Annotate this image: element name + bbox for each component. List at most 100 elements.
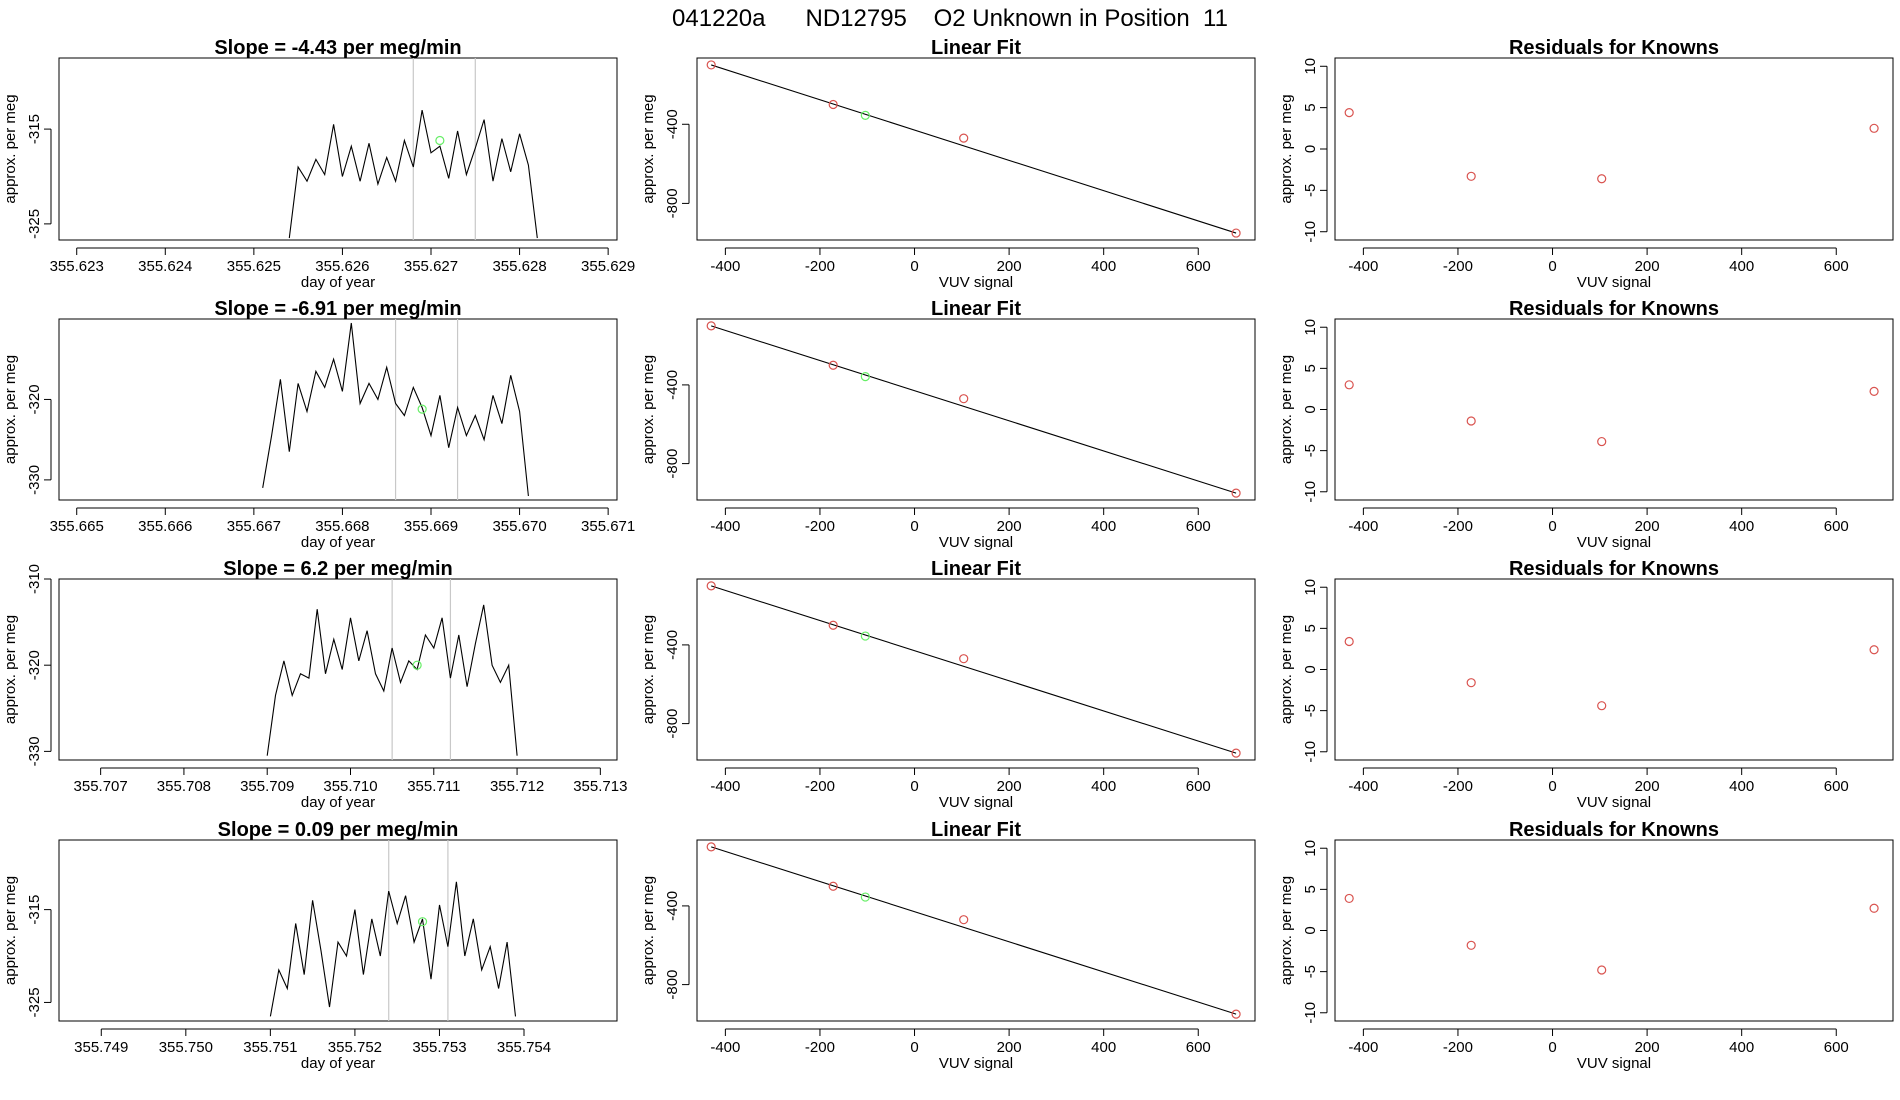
x-tick-label: -200 [1443, 778, 1473, 795]
x-tick-label: 600 [1186, 1039, 1211, 1056]
x-tick-label: -400 [710, 518, 740, 535]
x-tick-label: 355.624 [138, 258, 192, 275]
x-tick-label: 600 [1824, 258, 1849, 275]
y-tick-label: -400 [664, 370, 681, 400]
x-axis-label: VUV signal [939, 274, 1013, 291]
y-axis-label: approx. per meg [2, 94, 19, 203]
known-standard-point [959, 394, 969, 404]
x-tick-label: 355.670 [492, 518, 546, 535]
x-tick-label: 355.709 [240, 778, 294, 795]
x-axis-label: VUV signal [1577, 534, 1651, 551]
known-standard-point [1466, 416, 1476, 426]
x-tick-label: -200 [1443, 258, 1473, 275]
y-axis-label: approx. per meg [640, 615, 657, 724]
x-tick-label: 600 [1186, 778, 1211, 795]
plot-frame [696, 57, 1256, 241]
x-axis-label: day of year [301, 534, 375, 551]
x-axis-label: day of year [301, 794, 375, 811]
y-tick-label: -10 [1302, 481, 1319, 503]
x-tick-label: -400 [710, 778, 740, 795]
x-tick-label: 355.751 [243, 1039, 297, 1056]
x-tick-label: 355.711 [407, 778, 460, 795]
y-axis-label: approx. per meg [1278, 355, 1295, 464]
unknown-mean-point [417, 404, 427, 414]
panel-0-1: Linear Fit -400 -200 0 200 400 600 VUV signal -8… [640, 37, 1256, 291]
x-axis-label: VUV signal [939, 534, 1013, 551]
x-tick-label: 200 [1635, 518, 1660, 535]
y-tick-label: -10 [1302, 741, 1319, 763]
panel-title: Residuals for Knowns [1509, 37, 1719, 59]
y-tick-label: 5 [1302, 364, 1319, 372]
known-standard-point [828, 620, 838, 630]
panel-title: Slope = -6.91 per meg/min [214, 298, 461, 320]
x-tick-label: 355.626 [315, 258, 369, 275]
x-tick-label: 0 [910, 778, 918, 795]
panel-title: Slope = 0.09 per meg/min [218, 819, 459, 841]
plot-frame [696, 578, 1256, 761]
fit-line [711, 585, 1237, 754]
x-tick-label: 0 [1548, 518, 1556, 535]
x-tick-label: 355.713 [573, 778, 627, 795]
y-tick-label: -315 [26, 114, 43, 144]
y-axis-label: approx. per meg [1278, 615, 1295, 724]
known-standard-point [1231, 748, 1241, 758]
panel-title: Residuals for Knowns [1509, 558, 1719, 580]
known-standard-point [1466, 678, 1476, 688]
y-tick-label: 0 [1302, 926, 1319, 934]
x-tick-label: 355.754 [497, 1039, 551, 1056]
panel-title: Linear Fit [931, 298, 1021, 320]
x-tick-label: 0 [910, 1039, 918, 1056]
panel-title: Slope = -4.43 per meg/min [214, 37, 461, 59]
y-tick-label: 5 [1302, 885, 1319, 893]
panel-title: Linear Fit [931, 37, 1021, 59]
y-tick-label: -325 [26, 209, 43, 239]
x-tick-label: 400 [1729, 778, 1754, 795]
x-tick-label: 400 [1091, 518, 1116, 535]
known-standard-point [1344, 380, 1354, 390]
plot-frame [1334, 318, 1894, 501]
unknown-sample-point [860, 631, 870, 641]
panel-1-1: Linear Fit -400 -200 0 200 400 600 VUV signal -8… [640, 298, 1256, 551]
y-tick-label: 10 [1302, 319, 1319, 336]
y-tick-label: 0 [1302, 405, 1319, 413]
x-tick-label: -400 [1348, 258, 1378, 275]
x-axis-label: VUV signal [939, 1055, 1013, 1072]
x-tick-label: -200 [1443, 1039, 1473, 1056]
known-standard-point [1597, 436, 1607, 447]
y-axis-label: approx. per meg [640, 94, 657, 203]
x-axis-label: VUV signal [1577, 1055, 1651, 1072]
known-standard-point [828, 881, 838, 891]
y-tick-label: -315 [26, 895, 43, 925]
signal-series-line [288, 109, 538, 239]
y-tick-label: -330 [26, 736, 43, 766]
x-tick-label: 355.710 [323, 778, 377, 795]
fit-line [711, 64, 1237, 234]
x-tick-label: -400 [710, 258, 740, 275]
x-tick-label: 355.627 [404, 258, 458, 275]
y-tick-label: 10 [1302, 58, 1319, 75]
x-axis-label: day of year [301, 1055, 375, 1072]
signal-series-line [262, 322, 529, 497]
y-tick-label: -330 [26, 465, 43, 495]
x-tick-label: 355.752 [328, 1039, 382, 1056]
y-tick-label: -800 [664, 709, 681, 739]
panel-title: Residuals for Knowns [1509, 298, 1719, 320]
panel-0-0: Slope = -4.43 per meg/min 355.623 355.624 3… [2, 37, 635, 291]
unknown-mean-point [435, 135, 445, 146]
y-axis-label: approx. per meg [2, 876, 19, 985]
y-tick-label: -5 [1302, 184, 1319, 197]
x-tick-label: 600 [1186, 518, 1211, 535]
figure-title: 041220a ND12795 O2 Unknown in Position 1… [672, 5, 1228, 32]
y-tick-label: 10 [1302, 840, 1319, 857]
y-axis-label: approx. per meg [1278, 876, 1295, 985]
x-tick-label: 355.749 [74, 1039, 128, 1056]
known-standard-point [828, 99, 838, 110]
x-tick-label: 355.628 [492, 258, 546, 275]
unknown-sample-point [860, 892, 870, 902]
known-standard-point [1231, 488, 1241, 498]
y-tick-label: -400 [664, 891, 681, 921]
panel-1-0: Slope = -6.91 per meg/min 355.665 355.666 3… [2, 298, 635, 551]
y-tick-label: -5 [1302, 444, 1319, 457]
panel-1-2: Residuals for Knowns -400 -200 0 200 400 600 VU… [1278, 298, 1894, 551]
plot-frame [58, 57, 618, 241]
